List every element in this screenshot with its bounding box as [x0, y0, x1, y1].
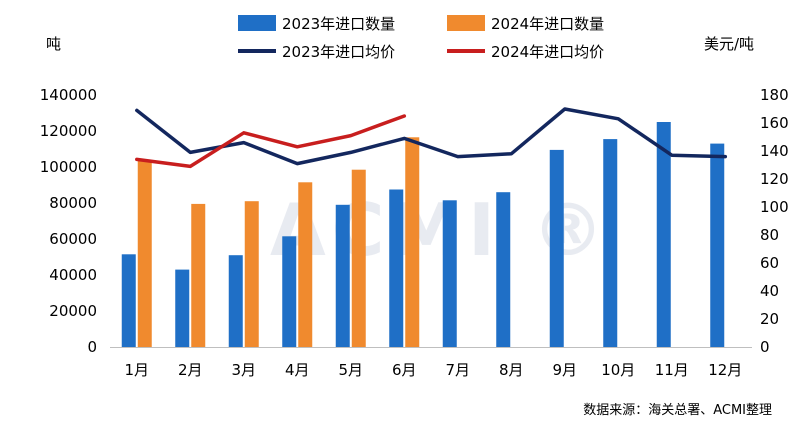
y-left-tick-label: 0 [87, 338, 97, 356]
bar-2023年进口数量 [442, 200, 457, 347]
bar-2023年进口数量 [656, 122, 671, 347]
y-right-tick-label: 140 [760, 142, 789, 160]
y-right-tick-label: 60 [760, 254, 779, 272]
y-right-tick-label: 20 [760, 310, 779, 328]
bar-2023年进口数量 [389, 189, 404, 347]
y-left-tick-label: 120000 [40, 122, 97, 140]
y-left-tick-label: 40000 [49, 266, 97, 284]
y-right-tick-label: 120 [760, 170, 789, 188]
x-tick-label: 1月 [124, 361, 149, 379]
line-2023年进口均价 [135, 107, 728, 166]
bar-2024年进口数量 [137, 160, 152, 347]
x-tick-label: 8月 [499, 361, 524, 379]
x-tick-label: 4月 [285, 361, 310, 379]
y-right-tick-label: 80 [760, 226, 779, 244]
x-tick-label: 9月 [552, 361, 577, 379]
y-right-tick-label: 160 [760, 114, 789, 132]
y-left-tick-label: 100000 [40, 158, 97, 176]
bar-2023年进口数量 [228, 255, 243, 347]
left-axis-unit: 吨 [46, 35, 61, 53]
bar-2023年进口数量 [603, 139, 618, 347]
bar-2024年进口数量 [244, 201, 259, 347]
x-tick-label: 2月 [178, 361, 203, 379]
bar-2023年进口数量 [175, 269, 190, 347]
y-right-tick-label: 40 [760, 282, 779, 300]
right-axis-unit: 美元/吨 [704, 35, 754, 53]
legend: 2023年进口数量 2024年进口数量 2023年进口均价 2024年进口均价 [238, 15, 604, 61]
y-right-tick-label: 180 [760, 86, 789, 104]
x-tick-label: 12月 [708, 361, 742, 379]
bars [121, 122, 725, 347]
tick-labels: 0 20000 40000 60000 80000 100000 120000 140000 0… [40, 86, 789, 379]
y-left-tick-label: 60000 [49, 230, 97, 248]
legend-label-bar-2024: 2024年进口数量 [491, 15, 604, 33]
watermark-text: ACMI ® [270, 188, 610, 272]
bar-2024年进口数量 [405, 137, 420, 347]
bar-2023年进口数量 [121, 254, 136, 347]
y-right-tick-label: 100 [760, 198, 789, 216]
watermark: ACMI ® [270, 188, 610, 272]
x-tick-label: 3月 [231, 361, 256, 379]
bar-2024年进口数量 [298, 182, 313, 347]
bar-2023年进口数量 [549, 149, 564, 347]
x-tick-label: 10月 [601, 361, 635, 379]
legend-swatch-bar-2023 [238, 15, 276, 31]
y-right-tick-label: 0 [760, 338, 770, 356]
x-tick-label: 11月 [655, 361, 689, 379]
source-note: 数据来源：海关总署、ACMI整理 [583, 403, 772, 418]
legend-label-bar-2023: 2023年进口数量 [282, 15, 395, 33]
bar-2023年进口数量 [710, 143, 725, 347]
legend-label-line-2023: 2023年进口均价 [282, 43, 395, 61]
bar-2023年进口数量 [496, 192, 511, 347]
legend-swatch-bar-2024 [447, 15, 485, 31]
bar-2023年进口数量 [335, 204, 350, 347]
x-tick-label: 7月 [445, 361, 470, 379]
y-left-tick-label: 140000 [40, 86, 97, 104]
x-tick-label: 6月 [392, 361, 417, 379]
lines [135, 107, 728, 169]
y-left-tick-label: 80000 [49, 194, 97, 212]
bar-2024年进口数量 [191, 203, 206, 347]
line-2024年进口均价 [135, 114, 407, 169]
x-tick-label: 5月 [338, 361, 363, 379]
legend-label-line-2024: 2024年进口均价 [491, 43, 604, 61]
y-left-tick-label: 20000 [49, 302, 97, 320]
bar-2024年进口数量 [351, 169, 366, 347]
bar-2023年进口数量 [282, 236, 297, 347]
